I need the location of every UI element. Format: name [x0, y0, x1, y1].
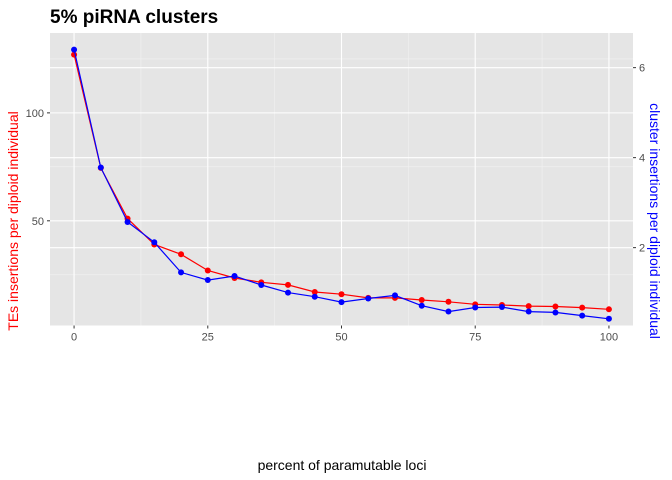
x-axis-title: percent of paramutable loci: [258, 457, 427, 473]
y-axis-left-title: TEs insertions per diploid individual: [5, 111, 21, 330]
data-point-right: [97, 164, 104, 171]
data-point-left: [445, 298, 452, 305]
data-point-right: [391, 292, 398, 299]
data-point-right: [525, 308, 532, 315]
data-point-left: [525, 303, 532, 310]
data-point-left: [204, 267, 211, 274]
data-point-right: [124, 219, 131, 225]
data-point-right: [258, 282, 265, 288]
data-point-right: [71, 46, 78, 53]
x-tick-label: 25: [202, 332, 214, 344]
data-point-right: [365, 295, 372, 302]
data-point-left: [338, 291, 345, 298]
plot-panel: [50, 33, 633, 326]
data-point-left: [605, 306, 612, 313]
data-point-left: [418, 297, 425, 304]
y-right-tick-label: 4: [639, 153, 645, 165]
y-axis-right-title: cluster insertions per diploid individua…: [647, 103, 663, 339]
data-point-right: [498, 304, 505, 311]
data-point-right: [605, 315, 612, 322]
data-point-right: [151, 239, 158, 246]
x-tick-label: 100: [600, 332, 618, 344]
chart-title: 5% piRNA clusters: [50, 7, 218, 28]
data-point-right: [579, 312, 586, 319]
data-point-left: [311, 289, 318, 296]
x-tick-label: 75: [469, 332, 481, 344]
y-right-tick-label: 6: [639, 63, 645, 75]
data-point-left: [552, 303, 559, 310]
data-point-right: [552, 309, 559, 316]
data-point-right: [418, 302, 425, 309]
data-point-right: [204, 277, 211, 284]
data-point-right: [472, 304, 479, 311]
x-tick-label: 50: [335, 332, 347, 344]
y-left-tick-label: 50: [32, 216, 44, 228]
data-point-right: [231, 273, 238, 279]
x-tick-label: 0: [71, 332, 77, 344]
data-point-left: [285, 281, 292, 288]
data-point-left: [579, 304, 586, 311]
axes: 0 25 50 75 100 50 100 2 4 6: [26, 63, 645, 344]
data-point-right: [445, 308, 452, 315]
data-point-left: [178, 251, 185, 258]
series-right: [71, 46, 612, 322]
data-point-right: [338, 299, 345, 306]
y-right-tick-label: 2: [639, 243, 645, 255]
data-point-right: [178, 269, 185, 276]
data-point-right: [285, 289, 292, 296]
series-layer: [71, 46, 612, 322]
y-left-tick-label: 100: [26, 108, 44, 120]
data-point-right: [311, 293, 318, 300]
